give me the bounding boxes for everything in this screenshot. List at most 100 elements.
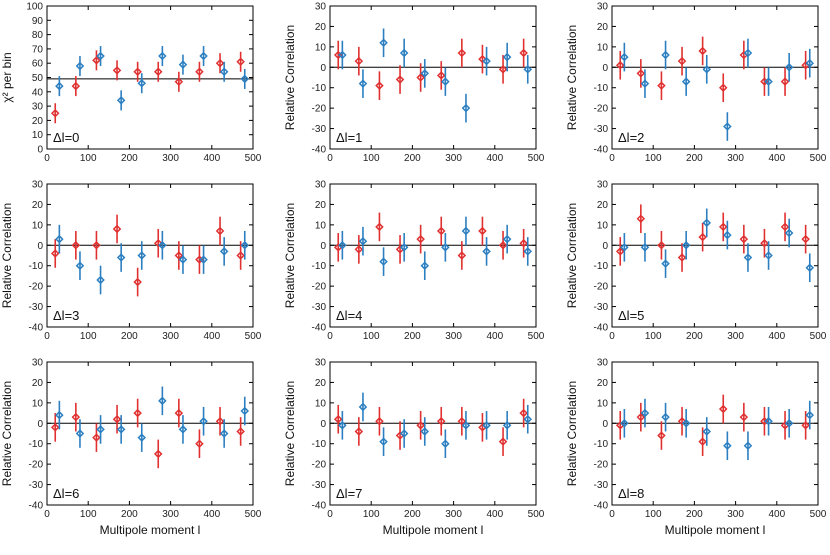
- data-point: [681, 419, 691, 428]
- plot-frame: [46, 361, 254, 506]
- data-point: [502, 52, 512, 62]
- data-point: [498, 241, 508, 250]
- panel-delta-label: Δl=1: [336, 130, 362, 145]
- data-point: [640, 79, 650, 88]
- plot-frame: [611, 5, 819, 150]
- data-point: [743, 253, 753, 262]
- data-point: [677, 253, 687, 262]
- plot-frame: [611, 361, 819, 506]
- data-point: [379, 437, 388, 446]
- data-point: [739, 234, 749, 244]
- data-point: [137, 78, 147, 88]
- y-tick-label: 20: [32, 378, 44, 389]
- y-axis-label: Relative Correlation: [0, 203, 14, 308]
- x-tick-label: 0: [609, 153, 615, 164]
- y-tick-label: 20: [315, 22, 327, 33]
- data-point: [764, 251, 773, 260]
- data-point: [681, 77, 691, 86]
- data-point: [236, 251, 245, 260]
- y-tick-label: -10: [594, 83, 609, 94]
- x-tick-label: 100: [363, 153, 380, 164]
- data-point: [379, 38, 388, 48]
- data-point: [137, 251, 147, 260]
- y-tick-label: -40: [312, 145, 327, 156]
- data-point: [178, 425, 188, 434]
- y-axis-label: Relative Correlation: [565, 203, 579, 308]
- data-point: [780, 222, 790, 232]
- y-tick-label: -40: [312, 323, 327, 334]
- data-point: [420, 427, 430, 436]
- data-point: [681, 241, 691, 250]
- x-tick-label: 200: [404, 509, 421, 520]
- data-point: [502, 421, 512, 430]
- data-point: [523, 247, 533, 256]
- data-point: [698, 46, 707, 56]
- data-point: [640, 243, 650, 252]
- x-tick-label: 100: [363, 509, 380, 520]
- x-tick-label: 0: [327, 153, 333, 164]
- y-tick-label: 30: [315, 358, 327, 369]
- panel-delta-label: Δl=0: [53, 130, 79, 145]
- data-point: [723, 441, 732, 451]
- x-tick-label: 0: [44, 331, 50, 342]
- data-point: [805, 58, 815, 68]
- data-point: [661, 259, 670, 268]
- panel-delta-label: Δl=2: [618, 130, 644, 145]
- data-point: [784, 419, 794, 428]
- y-axis-label: Relative Correlation: [283, 203, 297, 308]
- y-tick-label: 0: [320, 63, 326, 74]
- data-point: [760, 238, 769, 248]
- data-point: [620, 243, 629, 252]
- data-point: [50, 108, 60, 118]
- x-tick-label: 100: [645, 331, 662, 342]
- plot-frame: [329, 183, 537, 328]
- data-point: [436, 416, 446, 426]
- data-point: [92, 56, 101, 65]
- data-point: [158, 396, 167, 406]
- data-point: [636, 69, 646, 78]
- data-point: [153, 238, 163, 248]
- y-tick-label: -40: [29, 501, 44, 512]
- y-tick-label: 30: [597, 2, 609, 13]
- data-point: [436, 71, 446, 80]
- x-tick-label: 100: [80, 509, 97, 520]
- data-point: [698, 437, 707, 446]
- x-tick-label: 300: [445, 509, 462, 520]
- y-tick-label: 0: [602, 241, 608, 252]
- data-point: [219, 67, 229, 77]
- data-point: [718, 404, 728, 414]
- y-axis-label: Relative Correlation: [283, 381, 297, 486]
- data-point: [764, 416, 773, 426]
- data-point: [116, 253, 126, 262]
- data-point: [375, 222, 384, 232]
- data-point: [195, 439, 204, 448]
- y-tick-label: 30: [315, 180, 327, 191]
- data-point: [677, 416, 687, 426]
- panel-delta-label: Δl=5: [618, 308, 644, 323]
- data-point: [240, 74, 250, 84]
- x-tick-label: 400: [768, 153, 785, 164]
- x-tick-label: 0: [327, 331, 333, 342]
- y-tick-label: -10: [312, 261, 327, 272]
- data-point: [523, 65, 533, 74]
- x-tick-label: 300: [162, 509, 179, 520]
- y-tick-label: 90: [32, 16, 44, 27]
- data-point: [498, 437, 508, 446]
- data-point: [133, 277, 142, 287]
- x-tick-label: 100: [80, 331, 97, 342]
- data-point: [457, 416, 467, 426]
- data-point: [75, 61, 85, 71]
- y-tick-label: 10: [597, 398, 609, 409]
- y-tick-label: 30: [32, 358, 44, 369]
- x-tick-label: 200: [686, 153, 703, 164]
- data-point: [784, 228, 794, 238]
- data-point: [519, 408, 528, 418]
- x-tick-label: 400: [768, 331, 785, 342]
- data-point: [215, 58, 225, 68]
- y-axis-label: Relative Correlation: [565, 25, 579, 130]
- data-point: [215, 416, 225, 426]
- y-axis-label: Relative Correlation: [565, 381, 579, 486]
- x-tick-label: 400: [203, 509, 220, 520]
- panel-delta-label: Δl=3: [53, 308, 79, 323]
